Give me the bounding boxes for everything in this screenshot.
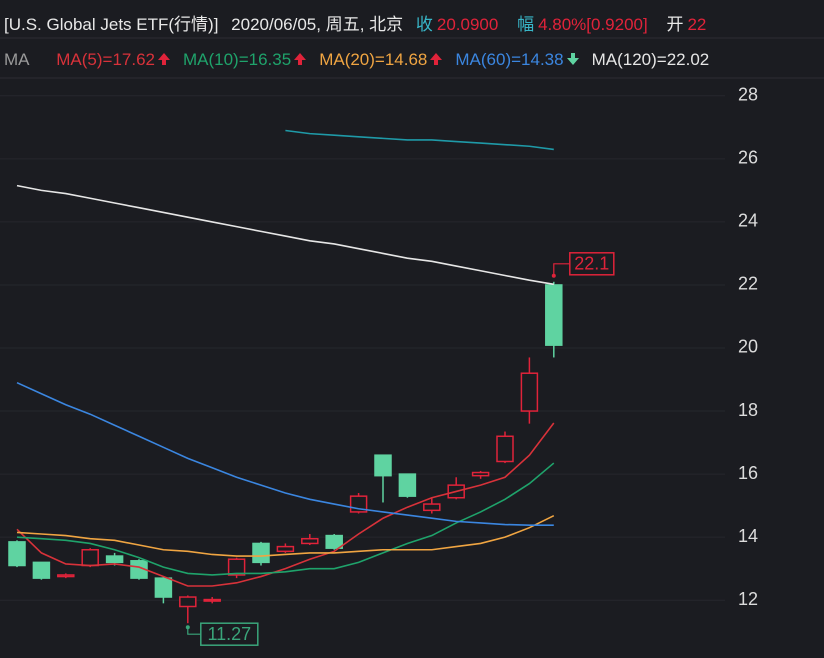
candle-body <box>105 555 124 564</box>
candle-body <box>496 435 514 463</box>
candle-body <box>81 549 99 567</box>
candle-body <box>32 561 51 579</box>
quote-header: [U.S. Global Jets ETF(行情)] 2020/06/05, 周… <box>4 10 824 35</box>
candle-body <box>8 541 26 567</box>
legend-entry: MA(5)=17.62 <box>56 50 155 69</box>
y-tick-label: 14 <box>738 526 758 546</box>
quote-date: 2020/06/05, 周五, 北京 <box>231 15 404 34</box>
candle-body <box>301 537 319 545</box>
arrow-shape <box>566 53 579 65</box>
legend-entry: MA(10)=16.35 <box>182 50 292 69</box>
ma-line <box>16 381 554 526</box>
legend-entry: MA(120)=22.02 <box>591 50 710 69</box>
candle-body <box>203 598 221 602</box>
y-tick-label: 18 <box>738 400 758 420</box>
change-value: 4.80%[0.9200] <box>538 15 648 34</box>
trend-arrow <box>430 53 443 65</box>
open-value: 22 <box>687 15 707 34</box>
ma-line <box>285 129 554 151</box>
legend-title: MA <box>4 50 30 69</box>
legend-entry: MA(60)=14.38 <box>455 50 564 69</box>
y-tick-label: 28 <box>738 85 758 105</box>
y-tick-label: 22 <box>738 274 758 294</box>
candle-body <box>252 542 270 564</box>
change-label: 幅 <box>517 15 535 34</box>
candle-body <box>471 471 490 477</box>
ma-line <box>16 514 555 557</box>
close-value: 20.0900 <box>436 15 499 34</box>
candle-body <box>520 372 539 412</box>
candle-body <box>227 558 246 576</box>
max-label: 22.1 <box>574 254 609 274</box>
instrument-name: [U.S. Global Jets ETF(行情)] <box>4 15 219 34</box>
arrow-shape <box>294 53 307 65</box>
candle-body <box>423 503 441 512</box>
min-label: 11.27 <box>207 624 251 644</box>
min-connector <box>187 627 201 635</box>
close-label: 收 <box>415 15 433 34</box>
ma-line <box>16 462 555 576</box>
candle-body <box>398 473 417 497</box>
max-label-box <box>569 252 615 276</box>
trend-arrow <box>566 53 579 65</box>
candle-body <box>57 574 75 578</box>
candle-body <box>545 284 563 346</box>
open-label: 开 <box>666 15 684 34</box>
ma-line <box>16 184 554 286</box>
candle-body <box>179 596 197 608</box>
y-tick-label: 12 <box>738 589 758 609</box>
arrow-shape <box>157 53 170 65</box>
candle-body <box>276 545 295 553</box>
y-tick-label: 26 <box>738 148 758 168</box>
arrow-shape <box>430 53 443 65</box>
y-tick-label: 24 <box>738 211 758 231</box>
candle-body <box>374 454 392 477</box>
legend-entry: MA(20)=14.68 <box>319 50 428 69</box>
max-connector <box>553 263 570 276</box>
ma-legend: MA MA(5)=17.62 MA(10)=16.35 MA(20)=14.68 MA… <box>4 50 824 70</box>
trend-arrow <box>294 53 307 65</box>
y-tick-label: 20 <box>738 337 758 357</box>
candle-body <box>325 534 343 549</box>
candle-body <box>154 577 173 598</box>
ma-line <box>16 422 555 587</box>
y-tick-label: 16 <box>738 463 758 483</box>
min-label-box <box>200 622 259 646</box>
trend-arrow <box>157 53 170 65</box>
